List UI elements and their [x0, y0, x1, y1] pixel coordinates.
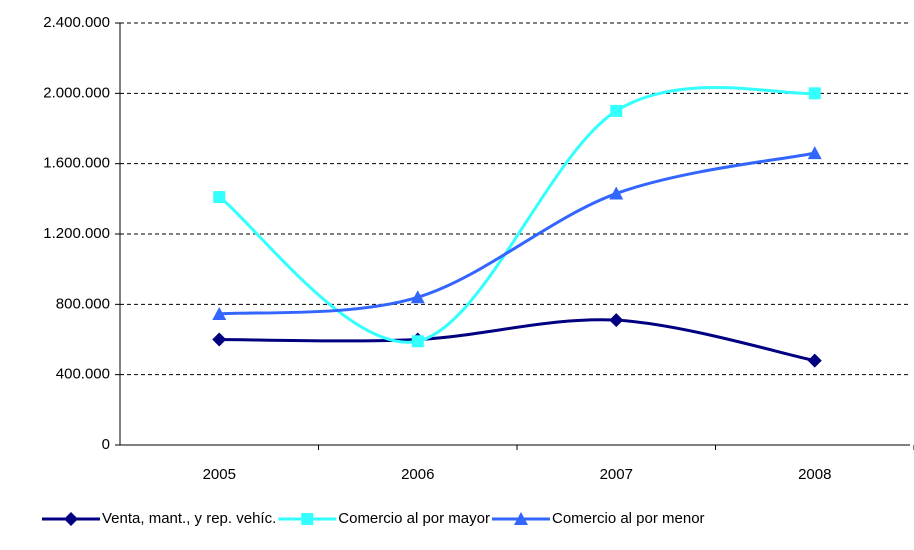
- legend-label: Comercio al por menor: [552, 510, 705, 527]
- x-tick-label: 2006: [401, 466, 434, 483]
- x-tick-label: 2005: [203, 466, 236, 483]
- point: [212, 307, 227, 321]
- point: [411, 335, 424, 348]
- y-tick-label: 800.000: [56, 295, 110, 312]
- series-line: [219, 318, 816, 363]
- legend-marker: [513, 512, 528, 525]
- point: [213, 191, 226, 204]
- point: [609, 313, 624, 328]
- x-tick-label: 2008: [798, 466, 831, 483]
- x-tick-label: 2007: [600, 466, 633, 483]
- point: [808, 87, 821, 100]
- legend-label: Comercio al por mayor: [338, 510, 490, 527]
- legend-marker: [301, 513, 314, 525]
- legend-label: Venta, mant., y rep. vehíc.: [102, 510, 276, 527]
- point: [609, 186, 624, 200]
- point: [410, 290, 425, 304]
- point: [807, 146, 822, 160]
- point: [807, 353, 822, 368]
- legend-marker: [64, 512, 78, 526]
- series-line: [219, 151, 816, 316]
- y-tick-label: 400.000: [56, 366, 110, 383]
- point: [610, 104, 623, 117]
- point: [212, 332, 227, 347]
- y-tick-label: 1.200.000: [43, 225, 110, 242]
- y-tick-label: 0: [102, 436, 110, 453]
- y-tick-label: 2.400.000: [43, 14, 110, 31]
- y-tick-label: 1.600.000: [43, 155, 110, 172]
- y-tick-label: 2.000.000: [43, 84, 110, 101]
